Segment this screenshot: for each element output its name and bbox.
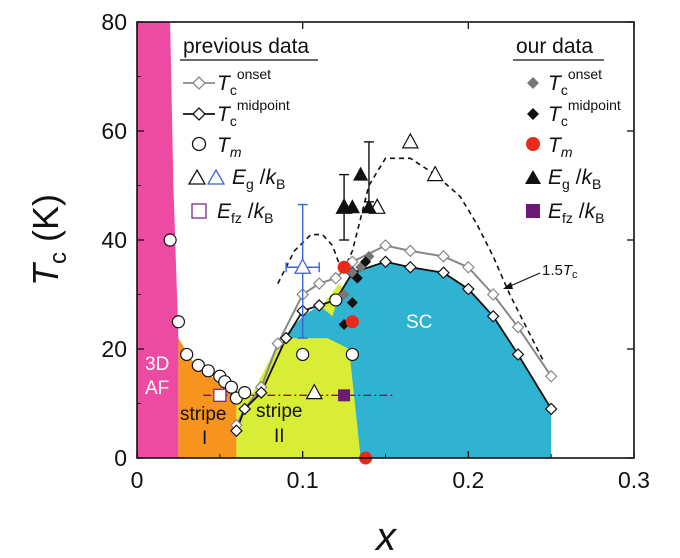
marker-circle-open — [180, 347, 194, 362]
marker-diamond-open — [486, 309, 500, 323]
marker-diamond-open — [271, 337, 285, 350]
marker-square-open — [213, 388, 227, 402]
marker-diamond-open — [230, 424, 243, 438]
legend-prev-eg: Eg /kB — [187, 166, 285, 192]
svg-text:Eg /kB: Eg /kB — [548, 166, 601, 192]
ticks: 0 0.1 0.2 0.3 0 20 40 60 80 — [101, 9, 650, 493]
region-label-af: AF — [145, 378, 169, 399]
marker-diamond-open — [461, 260, 475, 274]
legend-prev-tm: Tm — [191, 134, 242, 160]
annotation-label: 1.5Tc — [542, 262, 578, 281]
marker-diamond-open — [437, 250, 450, 263]
legend-our-onset: Tconset — [527, 66, 602, 98]
region-label-stripe1: stripe — [180, 404, 226, 425]
marker-triangle-open — [401, 132, 419, 149]
region-label-stripe2-num: II — [274, 426, 285, 447]
marker-diamond-open — [437, 266, 450, 280]
legend-prev-onset: Tconset — [183, 66, 271, 98]
region-label-sc: SC — [406, 312, 432, 333]
svg-text:Tconset: Tconset — [217, 66, 271, 98]
svg-text:Tm: Tm — [548, 134, 573, 160]
svg-text:Tcmidpoint: Tcmidpoint — [548, 97, 621, 129]
marker-diamond-open — [379, 255, 392, 269]
legend-title-ours: our data — [516, 35, 593, 58]
legend-prev-midpoint: Tcmidpoint — [183, 97, 290, 129]
legend-our-eg: Eg /kB — [525, 166, 601, 192]
svg-text:Eg /kB: Eg /kB — [232, 166, 285, 192]
svg-text:Efz /kB: Efz /kB — [217, 200, 273, 226]
y-tick-label: 20 — [101, 336, 127, 362]
marker-triangle-black — [344, 199, 360, 214]
marker-diamond-open — [312, 277, 326, 290]
marker-circle-open — [238, 386, 252, 400]
marker-circle-open — [224, 380, 239, 394]
marker-circle-open — [201, 364, 215, 378]
region-label-stripe2: stripe — [256, 401, 302, 422]
marker-triangle-open — [426, 165, 444, 182]
x-tick-label: 0.3 — [618, 467, 650, 493]
marker-triangle-open — [305, 383, 323, 400]
marker-diamond-open — [279, 331, 293, 345]
svg-text:Tconset: Tconset — [548, 66, 602, 98]
region-label-3d: 3D — [145, 354, 169, 375]
marker-circle-open — [296, 347, 310, 362]
x-tick-label: 0 — [131, 467, 144, 493]
marker-diamond-open — [312, 299, 326, 312]
legend-our-midpoint: Tcmidpoint — [527, 97, 621, 129]
svg-text:Tcmidpoint: Tcmidpoint — [217, 97, 290, 129]
marker-diamond-open — [511, 348, 525, 361]
x-axis-title: x — [374, 515, 398, 558]
annotation-arrow — [507, 272, 541, 288]
y-axis-title: Tc (K) — [25, 194, 72, 286]
marker-circle-red — [337, 260, 351, 274]
marker-diamond-open — [404, 244, 417, 258]
legend-our-tm: Tm — [526, 134, 573, 160]
marker-circle-open — [329, 293, 343, 307]
region-af — [137, 22, 179, 458]
marker-diamond-open — [254, 386, 268, 399]
legend-title-previous: previous data — [183, 35, 309, 58]
marker-circle-red — [345, 315, 359, 329]
x-tick-label: 0.1 — [287, 467, 319, 493]
marker-diamond-open — [544, 402, 558, 416]
marker-diamond-black — [351, 272, 363, 284]
marker-diamond-open — [486, 288, 500, 301]
y-tick-label: 60 — [101, 118, 127, 144]
svg-text:Tc (K): Tc (K) — [25, 194, 72, 286]
marker-circle-open — [163, 233, 177, 247]
y-tick-label: 40 — [101, 227, 127, 253]
y-tick-label: 0 — [114, 445, 127, 471]
annotation-arrowhead — [503, 282, 513, 289]
marker-diamond-open — [511, 320, 525, 334]
x-tick-label: 0.2 — [452, 467, 484, 493]
marker-diamond-open — [379, 239, 392, 252]
marker-diamond-black — [346, 297, 358, 309]
marker-diamond-open — [544, 369, 558, 383]
marker-diamond-open — [404, 260, 417, 274]
dashed-curve-1-5tc — [277, 157, 544, 361]
marker-square-purple — [338, 389, 351, 402]
region-label-stripe1-num: I — [202, 428, 207, 449]
svg-text:Tm: Tm — [217, 134, 242, 160]
marker-diamond-open — [329, 271, 343, 285]
y-tick-label: 80 — [101, 9, 127, 35]
legend-our-efz: Efz /kB — [526, 200, 604, 226]
marker-diamond-open — [238, 402, 252, 416]
marker-diamond-black — [360, 256, 372, 268]
region-sc — [282, 261, 552, 458]
marker-diamond-gray — [338, 289, 350, 300]
marker-triangle-black — [361, 199, 377, 214]
svg-text:Efz /kB: Efz /kB — [548, 200, 604, 226]
marker-circle-open — [171, 315, 186, 329]
marker-circle-open — [191, 358, 205, 372]
marker-triangle-black — [353, 166, 369, 181]
legend-prev-efz: Efz /kB — [191, 200, 273, 226]
marker-circle-open — [345, 347, 359, 362]
marker-diamond-open — [461, 282, 475, 296]
marker-triangle-open-blue — [293, 257, 312, 274]
markers — [163, 132, 558, 465]
